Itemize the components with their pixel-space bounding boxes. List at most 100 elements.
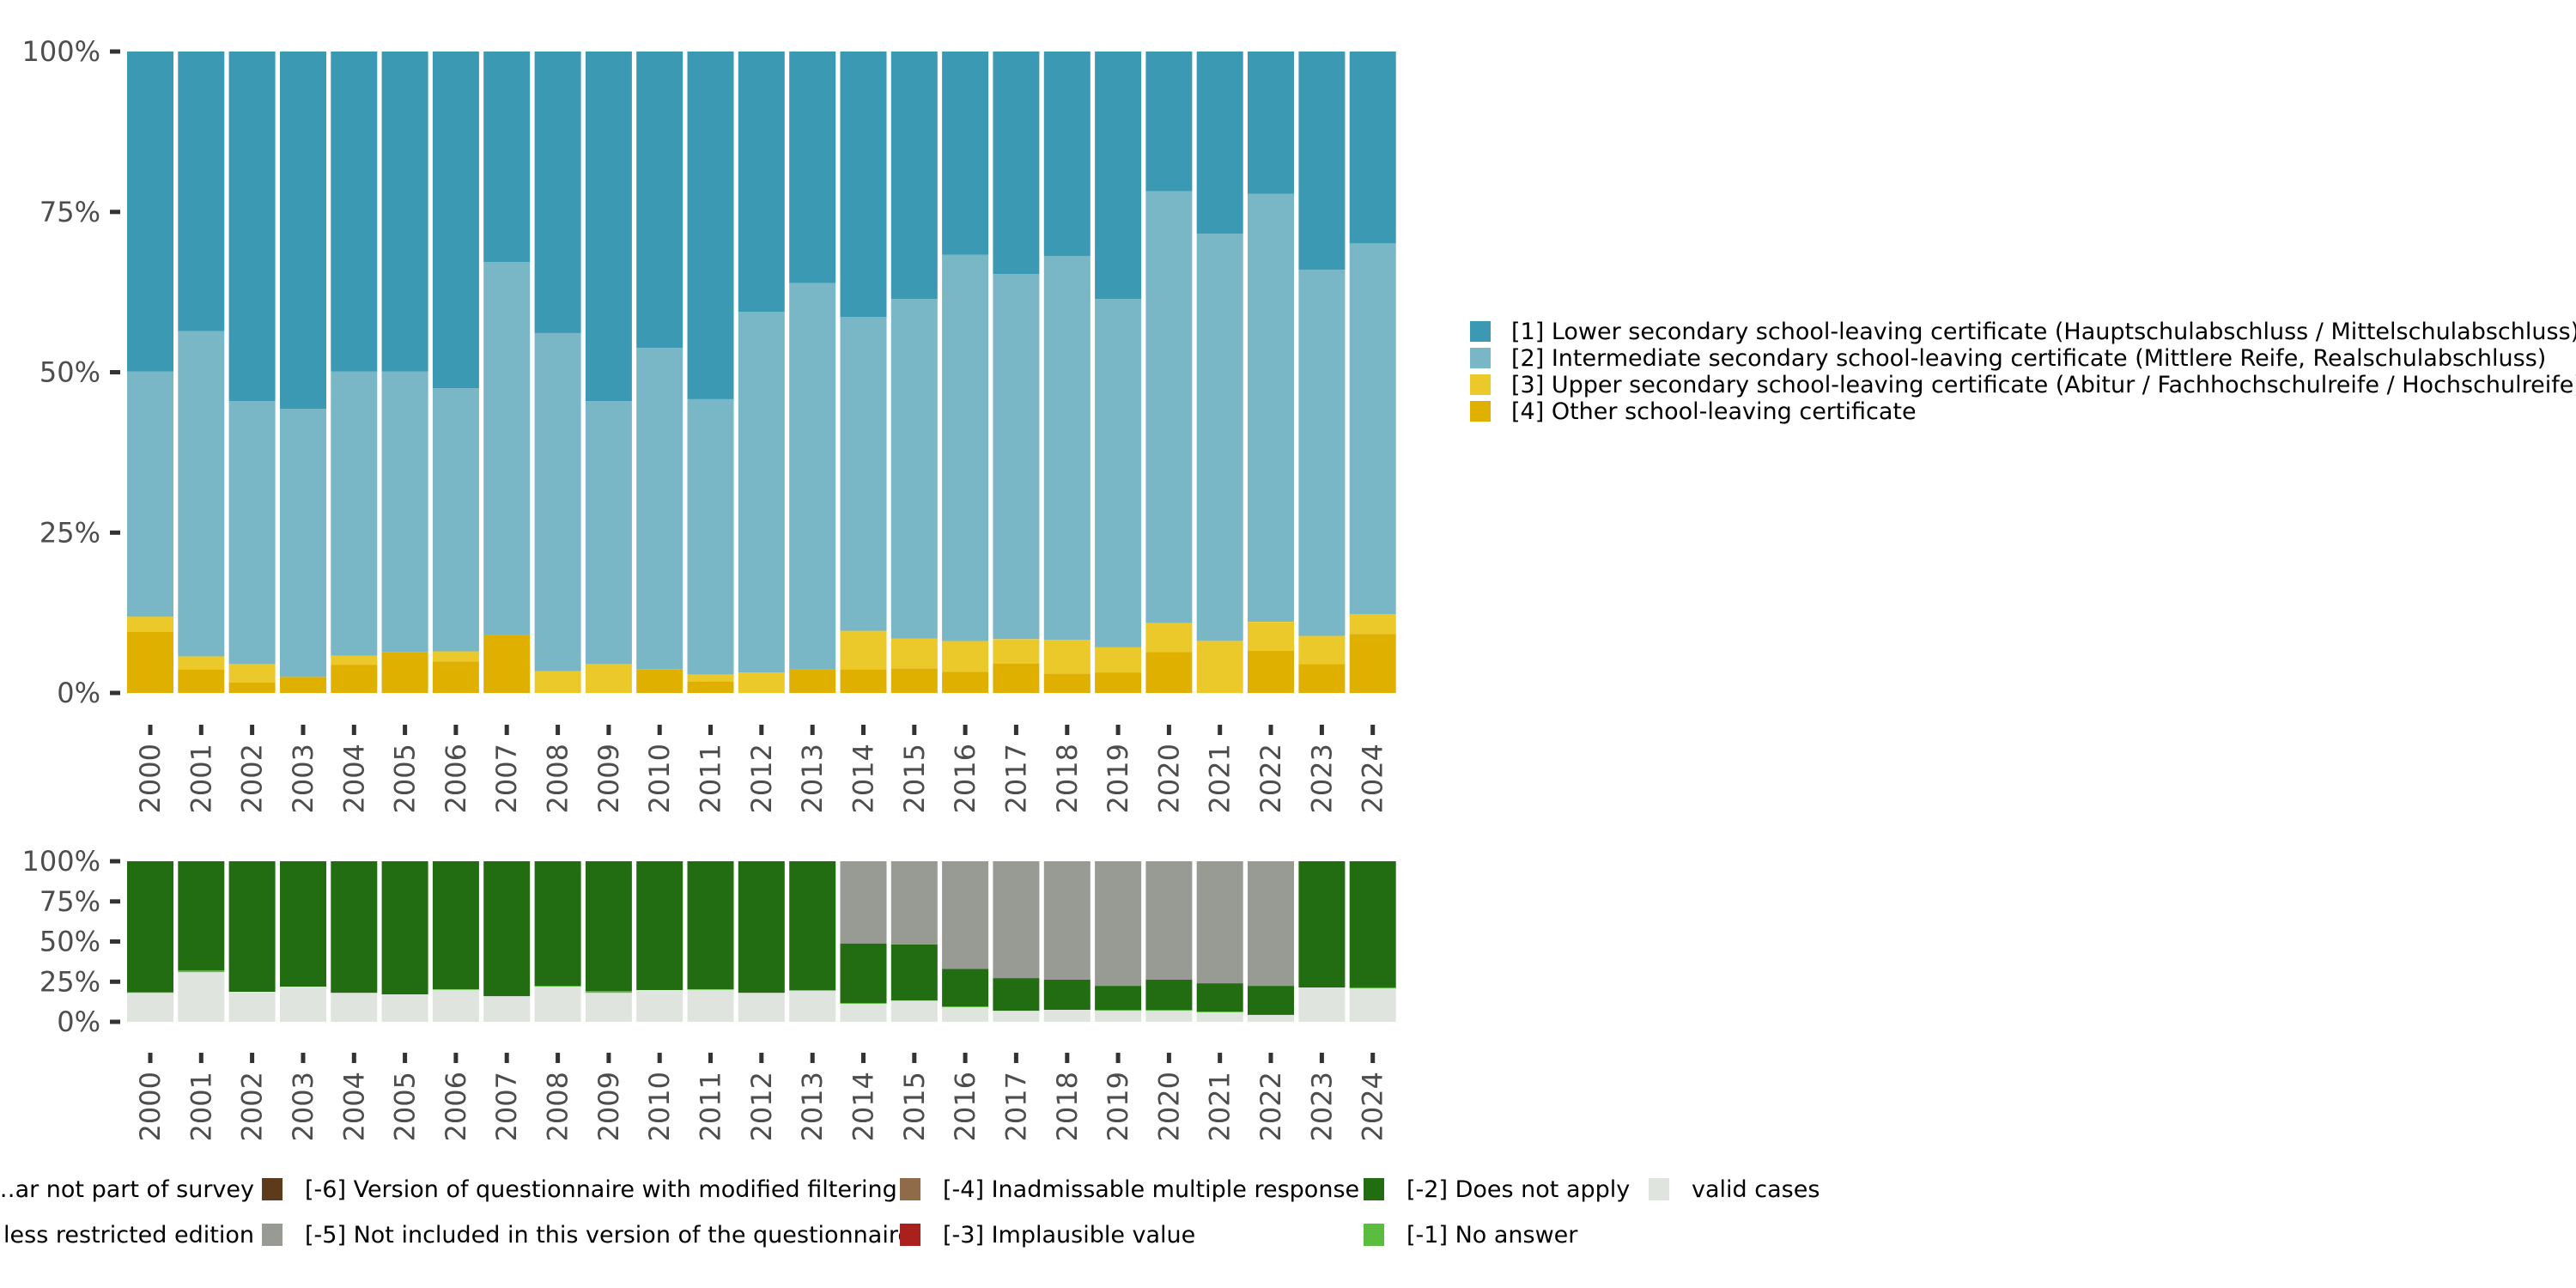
bar-segment-2017-s2 [993, 978, 1040, 1012]
x-tick-label: 2006 [440, 1072, 472, 1141]
x-tick-label: 2011 [695, 744, 727, 813]
bar-segment-2000-s3 [127, 52, 173, 372]
y-tick-mark [110, 899, 120, 904]
bar-segment-2006-s1 [432, 989, 479, 990]
legend-key [262, 1224, 283, 1246]
bar-segment-2020-s0 [1145, 1011, 1193, 1022]
legend-key [1470, 348, 1491, 368]
x-tick-mark [759, 1053, 764, 1063]
bar-segment-2004-s0 [331, 665, 378, 693]
x-tick-mark [351, 725, 356, 735]
x-tick-mark [657, 725, 662, 735]
bar-segment-2017-s3 [993, 861, 1040, 979]
x-tick-label: 2003 [287, 744, 319, 813]
bar-segment-2017-s0 [993, 663, 1040, 693]
x-tick-mark [504, 1053, 509, 1063]
legend-key [1364, 1224, 1384, 1246]
x-tick-label: 2015 [898, 1072, 931, 1141]
bar-segment-2007-s2 [483, 861, 531, 997]
x-tick-label: 2020 [1152, 1072, 1185, 1141]
bar-segment-2001-s2 [178, 331, 225, 657]
x-tick-label: 2004 [337, 744, 370, 813]
x-tick-label: 2008 [542, 744, 574, 813]
x-tick-mark [403, 725, 408, 735]
x-tick-mark [963, 1053, 968, 1063]
x-tick-label: 2016 [949, 1072, 981, 1141]
bar-segment-2003-s2 [280, 861, 326, 987]
x-tick-label: 2018 [1051, 1072, 1084, 1141]
y-tick-label: 0% [57, 1005, 100, 1038]
y-tick-mark [110, 370, 120, 374]
x-tick-label: 2002 [236, 744, 269, 813]
bar-segment-2019-s3 [1095, 861, 1142, 987]
x-tick-mark [759, 725, 764, 735]
bar-segment-2023-s3 [1298, 52, 1346, 270]
bar-segment-2016-s0 [942, 1007, 989, 1022]
bar-segment-2006-s0 [432, 661, 479, 693]
bar-segment-2003-s3 [280, 52, 326, 410]
x-tick-label: 2020 [1152, 744, 1185, 813]
bar-segment-2006-s0 [432, 989, 479, 1022]
y-tick-mark [110, 939, 120, 944]
bar-segment-2016-s2 [942, 969, 989, 1007]
x-tick-mark [657, 1053, 662, 1063]
bar-segment-2018-s2 [1043, 980, 1091, 1010]
legend-key [900, 1224, 920, 1246]
x-tick-label: 2000 [134, 744, 167, 813]
bar-segment-2021-s2 [1196, 983, 1243, 1012]
bar-segment-2023-s1 [1298, 635, 1346, 665]
bar-segment-2015-s0 [890, 1000, 938, 1022]
bar-segment-2021-s3 [1196, 861, 1243, 984]
bar-segment-2012-s0 [738, 993, 785, 1022]
bar-segment-2000-s2 [127, 371, 173, 617]
legend-key [1470, 321, 1491, 342]
y-tick-label: 25% [39, 516, 100, 549]
bar-segment-2005-s2 [381, 371, 428, 653]
x-tick-label: 2018 [1051, 744, 1084, 813]
bar-segment-2013-s2 [789, 283, 836, 670]
bar-segment-2002-s0 [228, 683, 276, 693]
missing-y-axis: 0% 25% 50% 75% 100% [22, 845, 120, 1038]
x-tick-label: 2007 [490, 1072, 523, 1141]
x-tick-label: 2007 [490, 744, 523, 813]
bar-segment-2023-s2 [1298, 270, 1346, 636]
bar-segment-2014-s2 [840, 943, 887, 1004]
bar-segment-2004-s2 [331, 371, 378, 656]
legend-key [1470, 401, 1491, 422]
main-x-axis: 2000 2001 2002 2003 2004 2005 2006 2007 2008 2009… [134, 725, 1389, 813]
legend-key [1470, 374, 1491, 395]
bar-segment-2011-s0 [687, 681, 734, 693]
bar-segment-2014-s0 [840, 1004, 887, 1022]
x-tick-mark [250, 725, 255, 735]
bar-segment-2008-s2 [534, 861, 581, 987]
bar-segment-2017-s2 [993, 274, 1040, 640]
bar-segment-2002-s2 [228, 401, 276, 665]
bar-segment-2023-s2 [1298, 861, 1346, 987]
bar-segment-2008-s1 [534, 671, 581, 693]
bar-segment-2011-s3 [687, 52, 734, 399]
legend-label: [-5] Not included in this version of the… [305, 1222, 912, 1249]
legend-label: valid cases [1692, 1176, 1820, 1203]
bar-segment-2002-s3 [228, 52, 276, 402]
y-tick-label: 75% [39, 196, 100, 228]
legend-label: [3] Upper secondary school-leaving certi… [1511, 372, 2576, 398]
x-tick-mark [1370, 725, 1376, 735]
bar-segment-2024-s1 [1349, 987, 1396, 989]
bar-segment-2002-s1 [228, 664, 276, 683]
bar-segment-2015-s3 [890, 52, 938, 300]
bar-segment-2007-s0 [483, 996, 531, 1022]
legend-label: … less restricted edition [0, 1222, 254, 1249]
bar-segment-2016-s1 [942, 1006, 989, 1007]
bar-segment-2001-s0 [178, 669, 225, 693]
x-tick-mark [1218, 725, 1223, 735]
x-tick-mark [148, 1053, 153, 1063]
x-tick-label: 2017 [999, 744, 1032, 813]
bar-segment-2020-s3 [1145, 861, 1193, 980]
x-tick-mark [1268, 725, 1273, 735]
bar-segment-2012-s2 [738, 861, 785, 993]
x-tick-mark [1319, 725, 1324, 735]
x-tick-label: 2011 [695, 1072, 727, 1141]
x-tick-label: 2024 [1357, 744, 1389, 813]
x-tick-label: 2021 [1204, 744, 1236, 813]
